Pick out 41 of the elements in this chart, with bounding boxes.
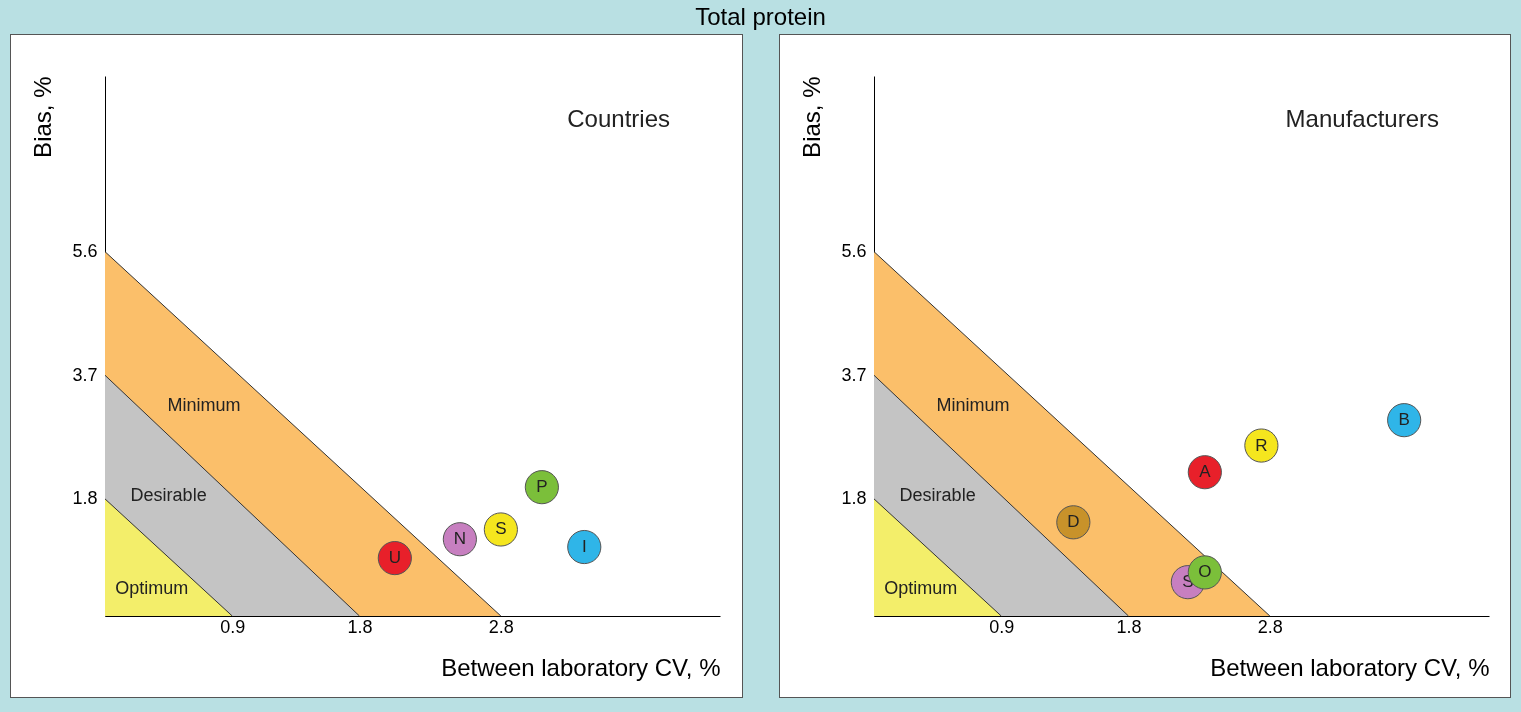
y-tick-label: 5.6	[72, 241, 98, 262]
point	[524, 470, 559, 505]
x-tick-label: 2.8	[1257, 616, 1283, 637]
text: Total protein	[694, 2, 827, 32]
x-tick-label: 0.9	[220, 616, 246, 637]
point	[1386, 403, 1421, 438]
text: Manufacturers	[1285, 105, 1439, 132]
series-label: S	[495, 519, 507, 539]
series-label: D	[1066, 512, 1079, 532]
y-tick-label: 5.6	[840, 241, 866, 262]
point	[442, 522, 477, 557]
text: Countries	[567, 105, 670, 132]
series-label: I	[581, 537, 587, 557]
series-label: Minimum	[935, 394, 1009, 415]
y-tick-label: 3.7	[840, 364, 866, 385]
series-label: Desirable	[899, 485, 976, 506]
series-label: N	[453, 529, 466, 549]
point	[483, 512, 518, 547]
point	[377, 541, 412, 576]
x-tick-label: 2.8	[488, 616, 514, 637]
x-tick-label: 1.8	[347, 616, 373, 637]
x-axis-title: Between laboratory CV, %	[1209, 653, 1489, 681]
series-label: Minimum	[167, 394, 241, 415]
point	[567, 529, 602, 565]
y-axis-title: Bias, %	[29, 76, 57, 158]
x-tick-label: 1.8	[1115, 616, 1141, 637]
series-label: Optimum	[883, 578, 957, 599]
x-axis-title: Between laboratory CV, %	[441, 653, 721, 681]
series-label: U	[388, 548, 401, 568]
series-label: Optimum	[115, 578, 189, 599]
y-tick-label: 1.8	[840, 488, 866, 509]
series-label: Desirable	[130, 485, 207, 506]
series-label: P	[536, 477, 548, 497]
y-tick-label: 1.8	[72, 488, 98, 509]
y-axis-title: Bias, %	[797, 76, 825, 158]
series-label: A	[1198, 462, 1211, 482]
series-label: R	[1254, 435, 1268, 455]
x-tick-label: 0.9	[988, 616, 1014, 637]
series-label: O	[1197, 562, 1211, 582]
y-tick-label: 3.7	[72, 364, 98, 385]
series-label: B	[1398, 410, 1410, 430]
